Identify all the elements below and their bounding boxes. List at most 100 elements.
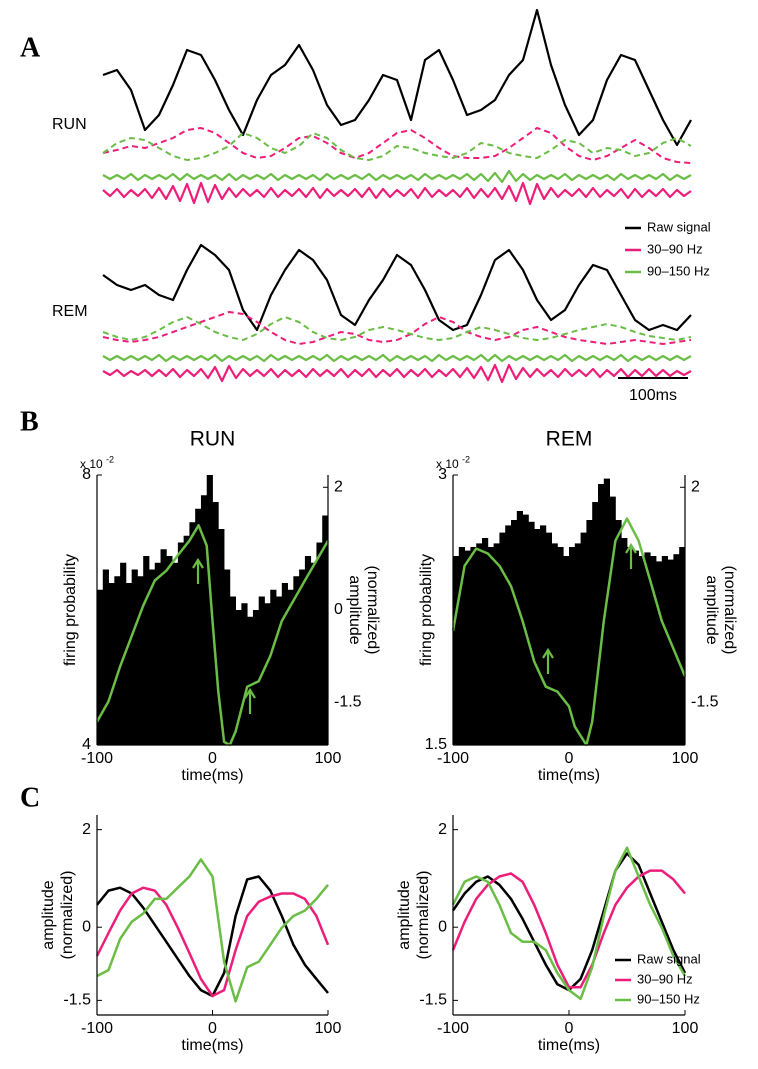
line (95, 524, 330, 747)
trace (102, 8, 692, 147)
histogram-bar (189, 522, 196, 745)
y-tick-label: 2 (82, 821, 91, 838)
x-axis-label: time(ms) (538, 1037, 600, 1054)
histogram-bar (264, 603, 271, 745)
trace (102, 169, 692, 184)
y-axis-label: amplitude (40, 880, 57, 949)
y-scale-exponent: -2 (106, 454, 114, 464)
y-axis-label: firing probability (418, 554, 435, 666)
y2-tick-label: 2 (334, 478, 343, 495)
y-tick-label: 1.5 (425, 736, 447, 753)
histogram-bar (252, 610, 260, 745)
histogram-bar (661, 556, 668, 745)
histogram-bar (316, 542, 323, 745)
histogram-bar (247, 616, 254, 745)
y-tick-label: -1.5 (419, 992, 447, 1009)
histogram-bar (505, 525, 512, 745)
histogram-bar (476, 543, 483, 745)
histogram-bar (499, 532, 506, 745)
histogram-bar (540, 525, 547, 745)
legend-label: 90–150 Hz (637, 991, 700, 1006)
x-tick-label: 0 (208, 750, 217, 767)
histogram-bar (592, 502, 599, 745)
line (451, 852, 687, 992)
histogram-bar (183, 535, 190, 745)
histogram-bar (120, 562, 127, 745)
y2-tick-label: -1.5 (334, 693, 362, 710)
y2-axis-label: (normalized) (364, 566, 381, 655)
y-axis-label: (normalized) (59, 871, 76, 960)
arrow-head (542, 647, 554, 659)
x-tick-label: 100 (672, 1020, 699, 1037)
trace (102, 363, 692, 384)
histogram-bar (534, 529, 541, 745)
histogram-bar (229, 596, 236, 745)
y-tick-label: 4 (82, 736, 91, 753)
chart-title: REM (546, 428, 593, 451)
trace (102, 353, 692, 363)
histogram-bar (470, 547, 477, 745)
legend-label: Raw signal (647, 219, 711, 234)
panel-letter: B (20, 406, 39, 437)
histogram-bar (293, 576, 300, 745)
trace (102, 316, 692, 341)
y-tick-label: 8 (82, 466, 91, 483)
histogram-bar (281, 583, 288, 745)
histogram-bar (493, 543, 500, 745)
y2-tick-label: -1.5 (691, 693, 719, 710)
chart-title: RUN (190, 428, 236, 451)
trace (102, 127, 692, 164)
histogram-bar (166, 556, 173, 745)
histogram-bar (195, 508, 202, 745)
x-tick-label: -100 (437, 750, 469, 767)
x-tick-label: 100 (672, 750, 699, 767)
y-tick-label: -1.5 (63, 992, 91, 1009)
histogram-bar (586, 520, 593, 745)
histogram-bar (650, 556, 657, 745)
histogram-bar (557, 547, 564, 745)
legend-label: 30–90 Hz (647, 241, 703, 256)
histogram-bar (482, 538, 489, 745)
histogram-bar (276, 596, 283, 745)
histogram-bar (310, 562, 317, 745)
arrow-head (192, 557, 204, 569)
x-tick-label: -100 (437, 1020, 469, 1037)
y-axis-label: amplitude (396, 880, 413, 949)
histogram-bar (287, 589, 294, 745)
histogram-bar (172, 562, 179, 745)
histogram-bar (177, 542, 185, 745)
histogram-bar (615, 520, 622, 745)
line (451, 517, 687, 747)
line (95, 886, 330, 998)
trace-label: REM (52, 303, 88, 320)
histogram-bar (563, 556, 570, 745)
y2-axis-label: amplitude (346, 575, 363, 644)
y-tick-label: 0 (82, 918, 91, 935)
histogram-bar (598, 484, 605, 745)
x-axis-label: time(ms) (538, 767, 600, 784)
line (451, 846, 687, 1001)
trace (102, 311, 692, 345)
x-tick-label: 100 (315, 750, 342, 767)
trace (102, 132, 692, 161)
histogram-bar (241, 603, 248, 745)
x-tick-label: -100 (81, 750, 113, 767)
y-scale-label: x 10 (436, 457, 459, 471)
x-tick-label: 0 (208, 1020, 217, 1037)
x-axis-label: time(ms) (181, 1037, 243, 1054)
histogram-bar (143, 556, 150, 745)
x-tick-label: 100 (315, 1020, 342, 1037)
y-tick-label: 0 (438, 918, 447, 935)
histogram-bar (603, 478, 610, 745)
histogram-bar (304, 556, 312, 745)
x-axis-label: time(ms) (181, 767, 243, 784)
histogram-bar (516, 511, 523, 745)
x-tick-label: -100 (81, 1020, 113, 1037)
histogram-bar (218, 529, 225, 745)
trace (102, 181, 692, 206)
histogram-bar (574, 543, 581, 745)
legend-label: 90–150 Hz (647, 263, 710, 278)
histogram-bar (621, 538, 628, 745)
histogram-bar (464, 550, 471, 745)
histogram-bar (644, 552, 651, 745)
